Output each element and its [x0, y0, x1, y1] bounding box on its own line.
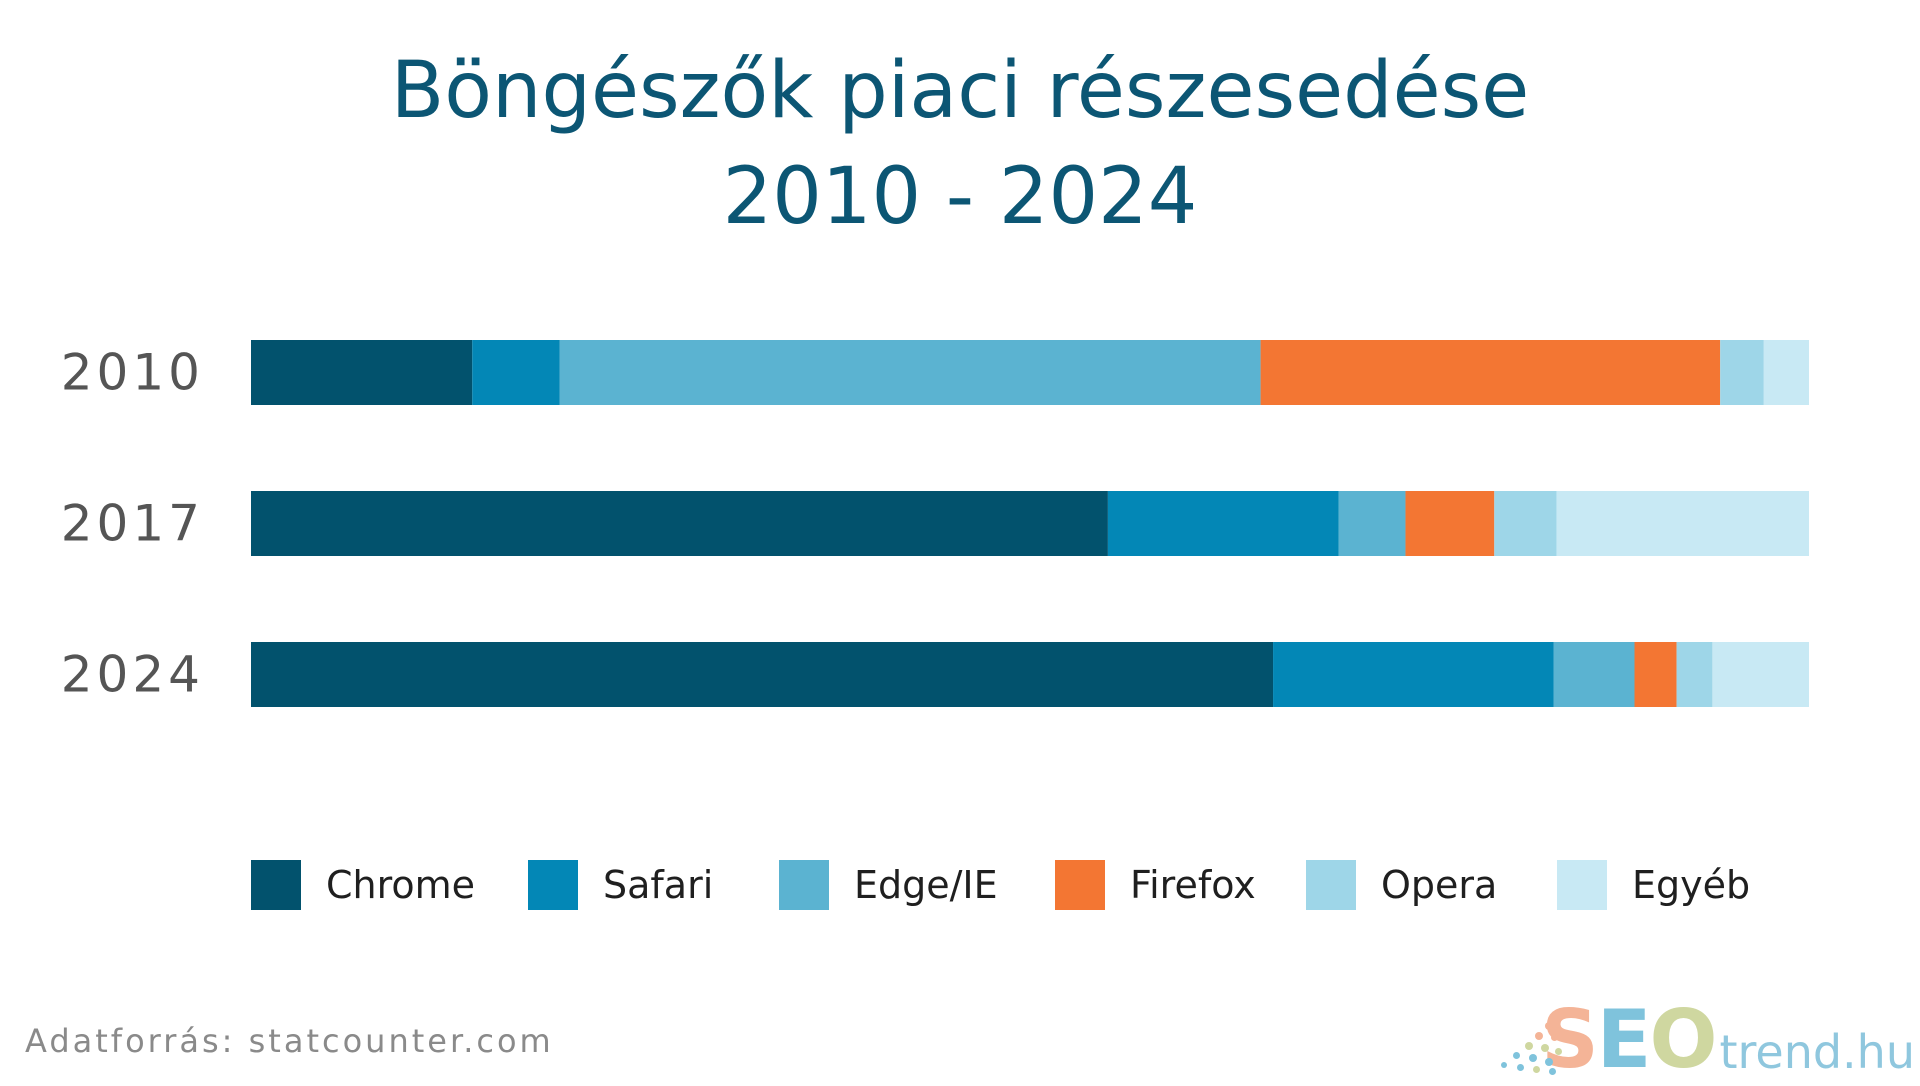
legend-item-egy-b: Egyéb — [1557, 860, 1750, 910]
bar-segment-2024-opera — [1676, 642, 1713, 707]
chart-title: Böngészők piaci részesedése 2010 - 2024 — [0, 38, 1920, 250]
bar-segment-2010-chrome — [251, 340, 473, 405]
bar-segment-2024-safari — [1273, 642, 1554, 707]
category-label-2010: 2010 — [61, 344, 204, 402]
bar-segment-2010-opera — [1720, 340, 1764, 405]
legend-swatch — [1557, 860, 1607, 910]
bar-segment-2017-safari — [1107, 491, 1339, 556]
bar-segment-2010-firefox — [1260, 340, 1721, 405]
bar-segment-2024-egy-b — [1712, 642, 1809, 707]
legend-item-opera: Opera — [1306, 860, 1497, 910]
logo-dots-icon — [1495, 1020, 1562, 1080]
bar-segment-2010-egy-b — [1763, 340, 1809, 405]
legend-label: Firefox — [1130, 863, 1256, 907]
bar-segment-2024-firefox — [1634, 642, 1677, 707]
legend-label: Egyéb — [1632, 863, 1751, 907]
bar-segment-2024-edge-ie — [1553, 642, 1635, 707]
bar-segment-2017-chrome — [251, 491, 1108, 556]
legend-label: Safari — [603, 863, 714, 907]
category-label-2024: 2024 — [61, 646, 204, 704]
legend-swatch — [779, 860, 829, 910]
legend-swatch — [1055, 860, 1105, 910]
legend-swatch — [251, 860, 301, 910]
legend: Chrome Safari Edge/IE Firefox Opera Egyéb — [251, 860, 1801, 910]
bar-segment-2017-egy-b — [1556, 491, 1809, 556]
legend-label: Edge/IE — [854, 863, 998, 907]
bar-segment-2010-safari — [472, 340, 560, 405]
legend-label: Chrome — [326, 863, 476, 907]
bar-segment-2017-edge-ie — [1338, 491, 1406, 556]
category-label-2017: 2017 — [61, 495, 204, 553]
bar-segment-2017-firefox — [1405, 491, 1495, 556]
legend-item-edge-ie: Edge/IE — [779, 860, 998, 910]
legend-item-chrome: Chrome — [251, 860, 475, 910]
legend-item-firefox: Firefox — [1055, 860, 1256, 910]
legend-swatch — [1306, 860, 1356, 910]
bar-segment-2024-chrome — [251, 642, 1274, 707]
bar-segment-2010-edge-ie — [559, 340, 1261, 405]
bar-segment-2017-opera — [1494, 491, 1557, 556]
legend-swatch — [528, 860, 578, 910]
chart-title-line1: Böngészők piaci részesedése — [390, 46, 1530, 136]
data-source: Adatforrás: statcounter.com — [25, 1022, 554, 1060]
seotrend-logo: SEO trend.hu — [1495, 1000, 1915, 1080]
legend-label: Opera — [1381, 863, 1498, 907]
logo-seo-text: SEO — [1541, 993, 1717, 1086]
legend-item-safari: Safari — [528, 860, 713, 910]
chart-title-line2: 2010 - 2024 — [722, 152, 1198, 242]
stacked-bar-chart: 2010 2017 2024 — [61, 340, 1809, 707]
logo-tail-text: trend.hu — [1719, 1025, 1915, 1079]
